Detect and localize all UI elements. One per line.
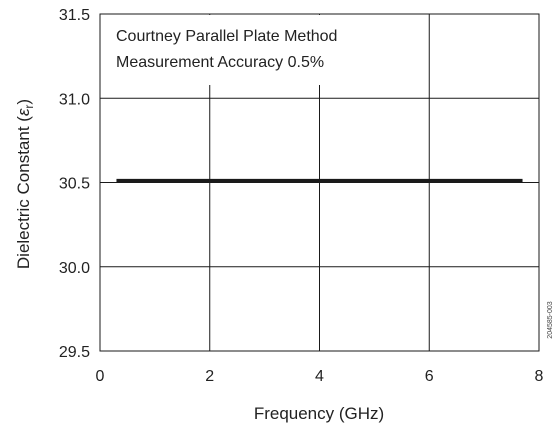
figure-code: 204585-003 (547, 301, 554, 338)
x-tick-label: 2 (205, 368, 214, 385)
y-axis-title-epsilon: ε (14, 108, 33, 116)
y-axis-title: Dielectric Constant (εr) (14, 99, 36, 269)
y-axis-title-subscript: r (22, 105, 36, 109)
x-tick-label: 8 (535, 368, 544, 385)
x-tick-label: 0 (96, 368, 105, 385)
annotation-box (101, 15, 369, 85)
plot-frame (99, 13, 540, 352)
x-axis-title: Frequency (GHz) (254, 404, 384, 423)
y-tick-label: 29.5 (59, 344, 90, 361)
x-tick-label: 4 (315, 368, 324, 385)
tick-labels: 0 2 4 6 8 29.5 30.0 30.5 31.0 31.5 (59, 7, 544, 385)
annotation-line-1: Courtney Parallel Plate Method (116, 28, 337, 45)
annotation-line-2: Measurement Accuracy 0.5% (116, 54, 324, 71)
y-tick-label: 30.0 (59, 260, 90, 277)
y-tick-label: 31.5 (59, 7, 90, 24)
y-axis-title-prefix: Dielectric Constant ( (14, 116, 33, 269)
y-tick-label: 31.0 (59, 91, 90, 108)
y-tick-label: 30.5 (59, 176, 90, 193)
x-tick-label: 6 (425, 368, 434, 385)
y-axis-title-suffix: ) (14, 99, 33, 105)
